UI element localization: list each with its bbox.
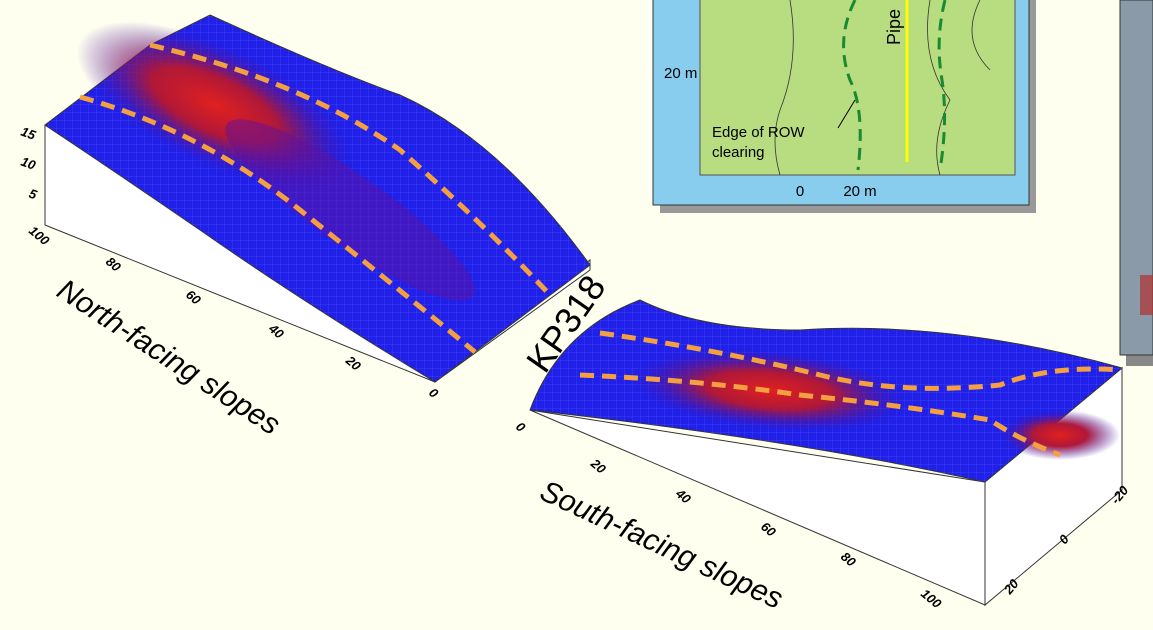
x-tick-label: 60 (183, 287, 204, 308)
x-tick-label: 40 (265, 320, 287, 342)
x-tick-label: 60 (758, 519, 779, 540)
slide: 15105100806040200North-facing slopesKP31… (0, 0, 1153, 630)
z-tick-label: 15 (19, 124, 38, 143)
edge-label: Edge of ROW (712, 124, 805, 141)
inset-map (653, 0, 1036, 213)
x-tick-label: 80 (838, 549, 859, 570)
scale-label: 20 m (664, 65, 697, 82)
photo (1120, 0, 1153, 366)
z-tick-label: 10 (19, 154, 38, 173)
x-tick-label: 20 (587, 455, 609, 477)
x-tick-label: 0 (796, 183, 804, 200)
south-surface (530, 300, 1122, 605)
z-tick-label: 5 (27, 186, 40, 203)
x-tick-label: 20 m (843, 183, 876, 200)
x-tick-label: 20 (342, 352, 364, 374)
x-tick-label: 80 (103, 254, 124, 275)
x-tick-label: 0 (513, 419, 529, 436)
pipe-label: Pipe (884, 9, 904, 45)
x-tick-label: 0 (426, 385, 442, 402)
x-tick-label: 100 (918, 586, 945, 612)
edge-label: clearing (712, 144, 765, 161)
x-tick-label: 40 (672, 485, 694, 507)
